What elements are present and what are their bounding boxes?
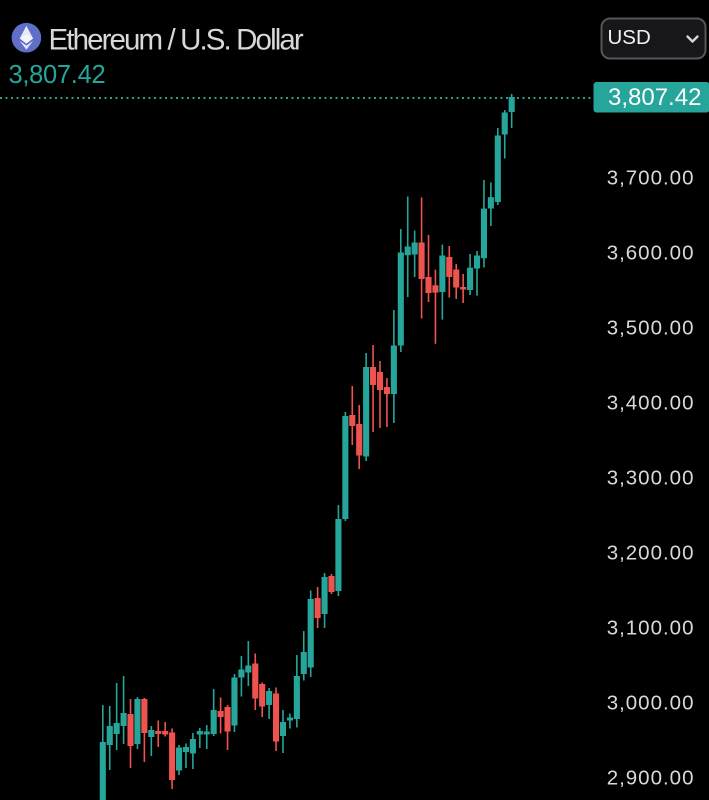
- svg-text:3,807.42: 3,807.42: [608, 84, 701, 111]
- svg-text:USD: USD: [608, 26, 651, 49]
- svg-text:3,807.42: 3,807.42: [9, 61, 106, 89]
- svg-text:3,300.00: 3,300.00: [607, 466, 695, 489]
- svg-text:2,900.00: 2,900.00: [607, 766, 695, 789]
- svg-text:3,500.00: 3,500.00: [607, 316, 695, 339]
- svg-text:3,000.00: 3,000.00: [607, 691, 695, 714]
- svg-text:3,600.00: 3,600.00: [607, 241, 695, 264]
- svg-text:3,400.00: 3,400.00: [607, 391, 695, 414]
- svg-text:3,200.00: 3,200.00: [607, 541, 695, 564]
- svg-text:3,100.00: 3,100.00: [607, 616, 695, 639]
- svg-text:Ethereum / U.S. Dollar: Ethereum / U.S. Dollar: [49, 24, 304, 57]
- svg-text:3,700.00: 3,700.00: [607, 166, 695, 189]
